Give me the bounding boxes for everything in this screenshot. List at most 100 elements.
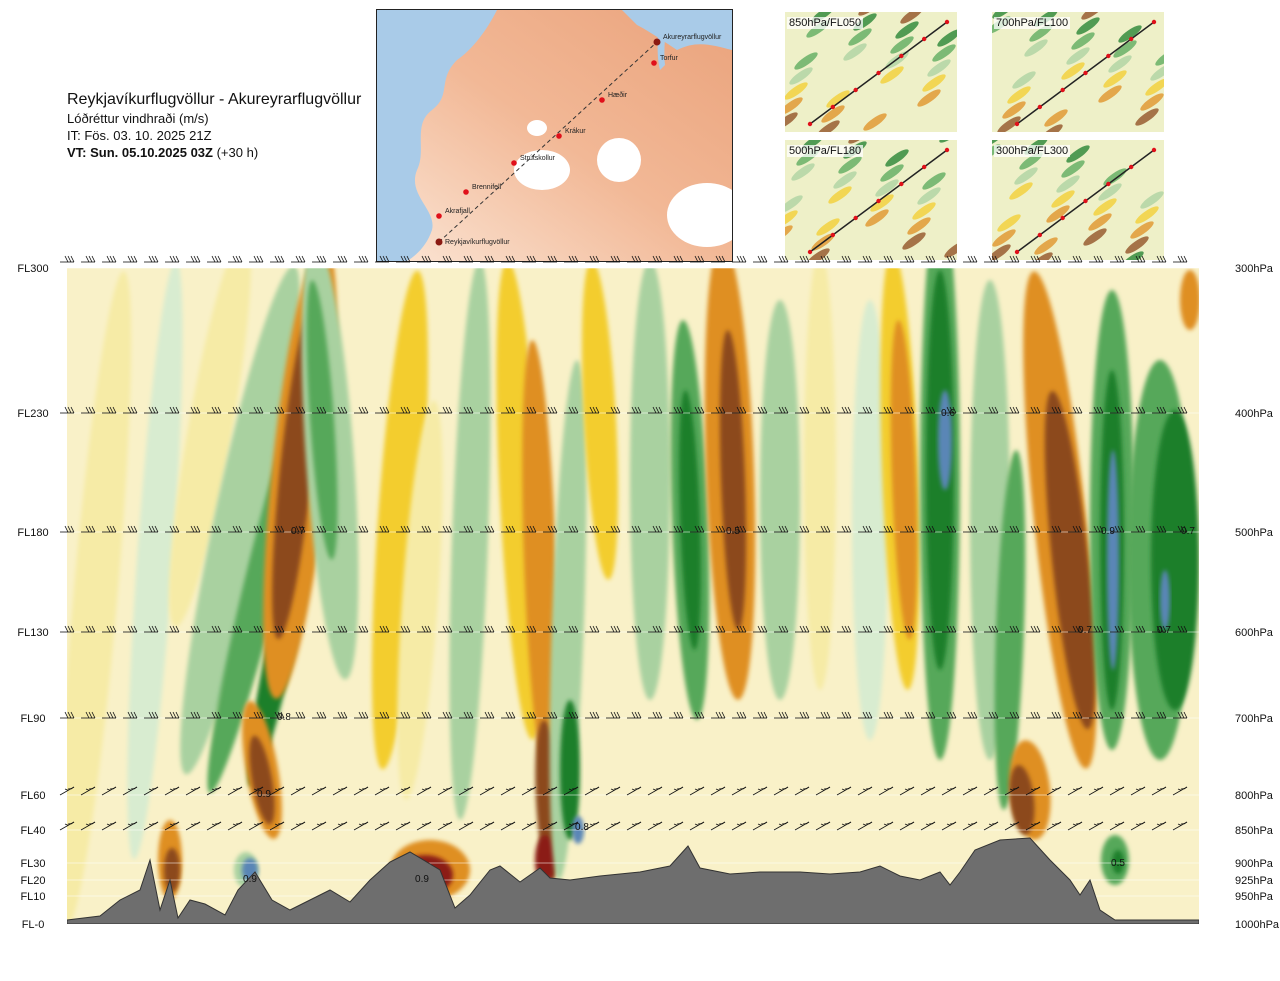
velocity-band <box>938 390 952 490</box>
thumbnail-point <box>899 181 904 187</box>
wind-barb <box>144 625 159 633</box>
thumbnail-850[interactable]: 850hPa/FL050 <box>785 12 957 132</box>
wind-barb <box>920 821 936 831</box>
wind-barb <box>353 786 369 796</box>
thumbnail-band <box>875 179 899 197</box>
wind-barb <box>102 525 117 533</box>
thumbnail-500-map <box>785 140 957 260</box>
wind-barb <box>564 255 579 263</box>
wind-barb <box>606 625 621 633</box>
wind-barb <box>375 406 390 414</box>
wind-barb <box>249 406 264 414</box>
wind-barb <box>984 406 999 414</box>
wind-barb <box>1173 406 1188 414</box>
wind-barb <box>396 711 411 719</box>
wind-barb <box>269 821 285 831</box>
wind-barb <box>333 625 348 633</box>
velocity-band <box>679 390 701 650</box>
route-point-label: Torfur <box>660 55 679 62</box>
wind-barb <box>627 711 642 719</box>
thumbnail-band <box>1135 108 1159 126</box>
route-point <box>435 238 443 246</box>
thumbnail-band <box>1125 236 1149 254</box>
thumbnail-band <box>785 82 808 100</box>
velocity-band <box>1180 270 1199 330</box>
wind-barb <box>648 625 663 633</box>
wind-barb <box>438 711 453 719</box>
wind-barb <box>795 625 810 633</box>
pressure-label: 300hPa <box>1235 263 1274 275</box>
thumbnail-point <box>1083 198 1088 204</box>
wind-barb <box>186 255 201 263</box>
wind-barb <box>228 406 243 414</box>
wind-barb <box>333 406 348 414</box>
wind-barb <box>690 255 705 263</box>
wind-barb <box>543 255 558 263</box>
wind-barb <box>165 625 180 633</box>
thumbnail-point <box>1037 232 1043 238</box>
route-line <box>438 41 658 243</box>
wind-barb <box>773 786 789 796</box>
velocity-band <box>719 330 747 630</box>
thumbnail-point <box>1151 147 1157 153</box>
wind-barb <box>752 786 768 796</box>
thumbnail-band <box>863 113 887 131</box>
wind-barb <box>144 255 159 263</box>
thumbnail-700[interactable]: 700hPa/FL100 <box>992 12 1164 132</box>
wind-barb <box>458 786 474 796</box>
wind-barb <box>123 406 138 414</box>
value-annotation: 0.7 <box>1078 625 1092 636</box>
wind-barb <box>290 821 306 831</box>
wind-barb <box>858 255 873 263</box>
thumbnail-band <box>843 43 867 61</box>
thumbnail-point <box>899 53 904 59</box>
thumbnail-300[interactable]: 300hPa/FL300 <box>992 140 1164 260</box>
wind-barb <box>984 711 999 719</box>
wind-barb <box>711 625 726 633</box>
value-annotation: 0.9 <box>415 874 429 885</box>
velocity-band <box>560 700 580 840</box>
thumbnail-band <box>1002 101 1026 119</box>
wind-barb <box>1173 525 1188 533</box>
wind-barb <box>311 786 327 796</box>
pressure-label: 950hPa <box>1235 891 1274 903</box>
thumbnail-band <box>1145 78 1164 96</box>
thumbnail-band <box>932 44 956 62</box>
wind-barb <box>459 525 474 533</box>
wind-barb <box>963 711 978 719</box>
thumbnail-band <box>1007 86 1031 104</box>
thumbnail-point <box>1083 70 1088 76</box>
thumbnail-point <box>876 198 881 204</box>
wind-barb <box>689 821 705 831</box>
wind-barb <box>312 406 327 414</box>
wind-barb <box>1068 406 1083 414</box>
wind-barb <box>1151 821 1167 831</box>
thumbnail-500[interactable]: 500hPa/FL180 <box>785 140 957 260</box>
wind-barb <box>417 406 432 414</box>
wind-barb <box>858 525 873 533</box>
velocity-band <box>1112 850 1124 874</box>
wind-barb <box>438 625 453 633</box>
wind-barb <box>80 821 96 831</box>
flight-level-label: FL20 <box>20 875 45 887</box>
wind-barb <box>1110 711 1125 719</box>
wind-barb <box>374 821 390 831</box>
wind-barb <box>879 711 894 719</box>
wind-barb <box>689 786 705 796</box>
wind-barb <box>480 255 495 263</box>
wind-barb <box>291 711 306 719</box>
route-map-canvas: Akureyrarflugvöllur Torfur Hæðir Krákur Strú… <box>377 10 732 261</box>
thumbnail-point <box>1151 19 1157 25</box>
thumbnail-point <box>807 121 813 127</box>
wind-barb <box>312 525 327 533</box>
route-point-label: Brennifell <box>472 184 502 191</box>
wind-barb <box>627 255 642 263</box>
pressure-label: 800hPa <box>1235 790 1274 802</box>
wind-barb <box>669 255 684 263</box>
thumbnail-band <box>785 97 803 115</box>
value-annotation: 0.8 <box>277 712 291 723</box>
pressure-label: 600hPa <box>1235 627 1274 639</box>
wind-barb <box>900 525 915 533</box>
wind-barb <box>962 786 978 796</box>
wind-barb <box>270 406 285 414</box>
